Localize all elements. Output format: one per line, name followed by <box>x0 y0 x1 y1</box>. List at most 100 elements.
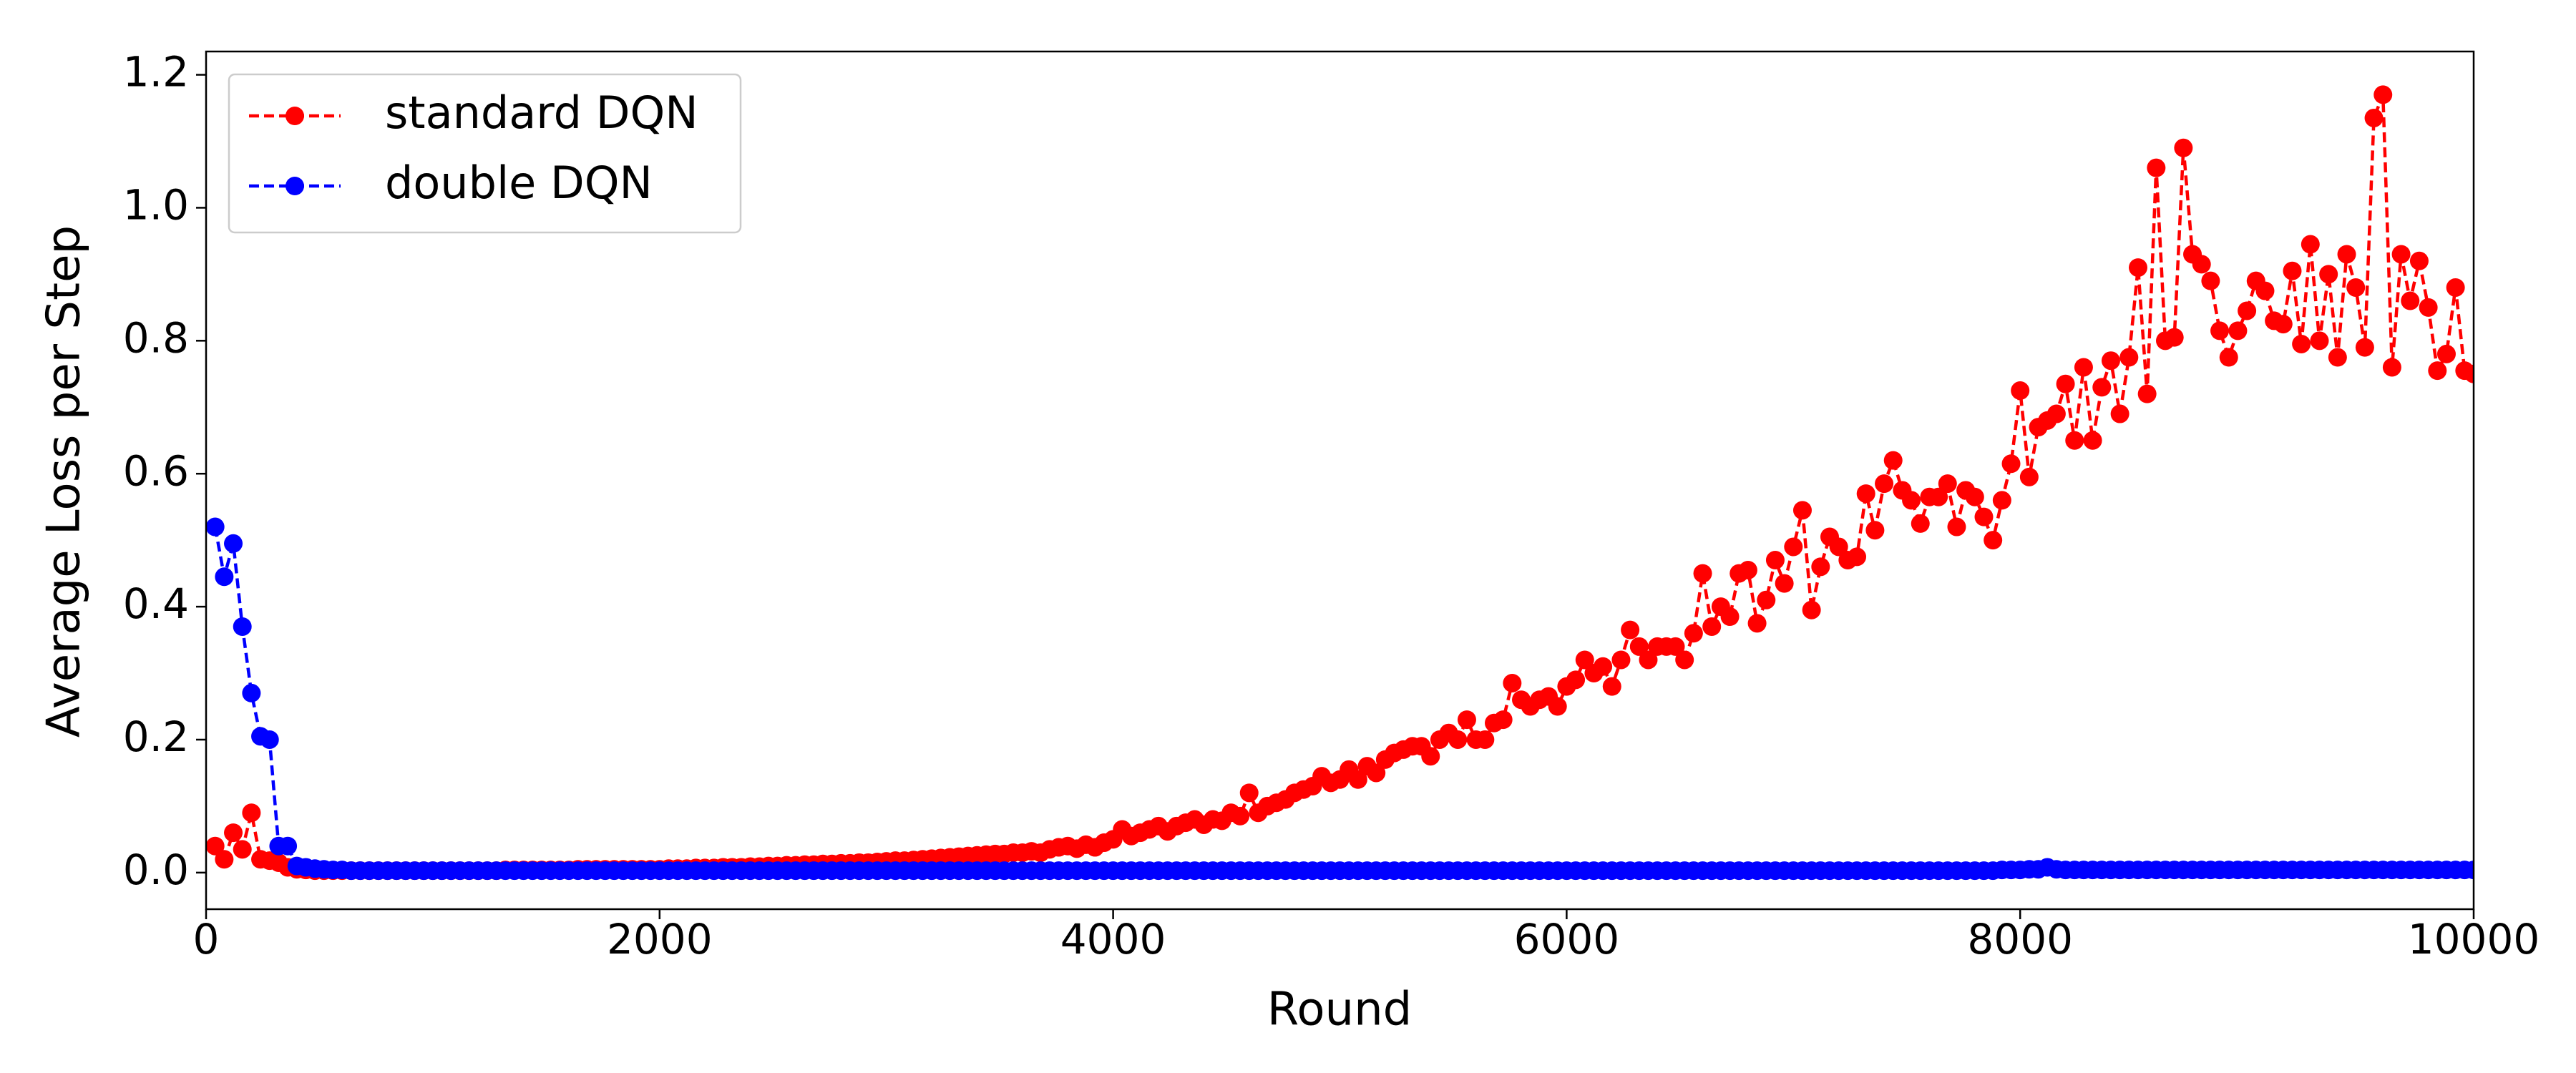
data-point <box>1747 614 1767 633</box>
data-point <box>206 836 225 856</box>
data-point <box>1693 564 1712 583</box>
data-point <box>1548 697 1567 716</box>
y-tick-label: 1.2 <box>123 48 189 97</box>
data-point <box>1367 763 1386 783</box>
data-point <box>2328 348 2347 367</box>
data-point <box>2346 278 2366 297</box>
data-point <box>2210 321 2230 340</box>
data-point <box>1765 551 1785 570</box>
data-point <box>2319 265 2338 284</box>
series-line <box>213 526 2474 873</box>
data-point <box>0 861 9 879</box>
data-point <box>1702 617 1722 636</box>
data-point <box>2401 291 2420 310</box>
data-point <box>2283 261 2302 280</box>
data-point <box>1720 607 1740 627</box>
data-point <box>2373 85 2393 104</box>
data-point <box>1992 491 2011 510</box>
data-point <box>2310 331 2329 351</box>
x-tick-label: 10000 <box>2408 915 2540 964</box>
data-point <box>2337 245 2356 264</box>
legend-label: standard DQN <box>385 87 698 139</box>
data-point <box>2255 281 2275 300</box>
data-point <box>1675 650 1694 670</box>
y-tick-label: 0.2 <box>123 712 189 761</box>
data-point <box>2056 374 2075 393</box>
data-point <box>2364 108 2384 127</box>
data-point <box>2101 351 2120 371</box>
data-point <box>233 617 252 636</box>
data-point <box>2382 358 2401 377</box>
data-point <box>2165 328 2184 347</box>
data-point <box>260 730 279 749</box>
data-point <box>1503 673 1522 692</box>
data-point <box>1757 590 1776 609</box>
data-point <box>2019 467 2039 486</box>
legend-marker <box>286 177 304 195</box>
y-tick-label: 1.0 <box>123 181 189 230</box>
data-point <box>1965 487 1984 506</box>
data-point <box>1775 574 1794 593</box>
data-point <box>2092 378 2112 397</box>
data-point <box>1493 710 1513 730</box>
data-point <box>1784 537 1803 557</box>
data-point <box>242 683 261 702</box>
data-point <box>1883 451 1903 470</box>
data-point <box>2128 258 2147 278</box>
data-point <box>2355 338 2374 357</box>
data-point <box>215 567 234 587</box>
data-point <box>215 850 234 869</box>
data-point <box>1621 620 1640 640</box>
data-point <box>2273 315 2293 334</box>
data-point <box>2083 431 2102 450</box>
data-point <box>2391 245 2411 264</box>
data-point <box>1239 783 1259 803</box>
data-point <box>2409 251 2429 270</box>
data-point <box>1865 521 1885 540</box>
data-point <box>2174 138 2193 157</box>
data-point <box>1231 806 1250 825</box>
data-point <box>1929 487 1948 506</box>
data-point <box>1594 657 1613 676</box>
data-point <box>2428 361 2447 381</box>
x-tick-label: 2000 <box>607 915 713 964</box>
data-point <box>1856 484 1875 504</box>
data-point <box>1848 547 1867 567</box>
data-point <box>2219 348 2238 367</box>
data-point <box>1684 624 1703 643</box>
data-point <box>2201 271 2220 290</box>
data-point <box>2446 278 2465 297</box>
plot-frame <box>205 50 2475 911</box>
data-point <box>1911 514 1930 533</box>
data-point <box>2074 358 2093 377</box>
data-point <box>2046 404 2066 423</box>
data-point <box>1348 770 1367 789</box>
data-point <box>224 823 243 843</box>
data-point <box>2419 298 2438 317</box>
data-point <box>2301 235 2320 254</box>
x-axis-label: Round <box>1267 984 1413 1037</box>
data-point <box>2436 344 2456 363</box>
y-axis-label: Average Loss per Step <box>38 225 91 738</box>
data-point <box>2137 384 2157 403</box>
data-point <box>2001 454 2021 474</box>
data-point <box>1984 531 2003 550</box>
x-tick-label: 8000 <box>1967 915 2073 964</box>
data-point <box>1639 650 1658 670</box>
data-point <box>2228 321 2248 340</box>
data-point <box>1947 517 1966 536</box>
data-point <box>1629 637 1649 656</box>
legend-marker <box>286 107 304 125</box>
data-point <box>1902 491 1921 510</box>
plot-area <box>0 85 2474 881</box>
data-point <box>2110 404 2129 423</box>
data-point <box>1566 670 1586 690</box>
data-point <box>2011 381 2030 401</box>
data-point <box>1829 537 1848 557</box>
data-point <box>1666 637 1685 656</box>
data-point <box>2065 431 2084 450</box>
data-point <box>1738 560 1757 579</box>
x-tick-label: 0 <box>193 915 220 964</box>
y-tick-label: 0.6 <box>123 446 189 495</box>
